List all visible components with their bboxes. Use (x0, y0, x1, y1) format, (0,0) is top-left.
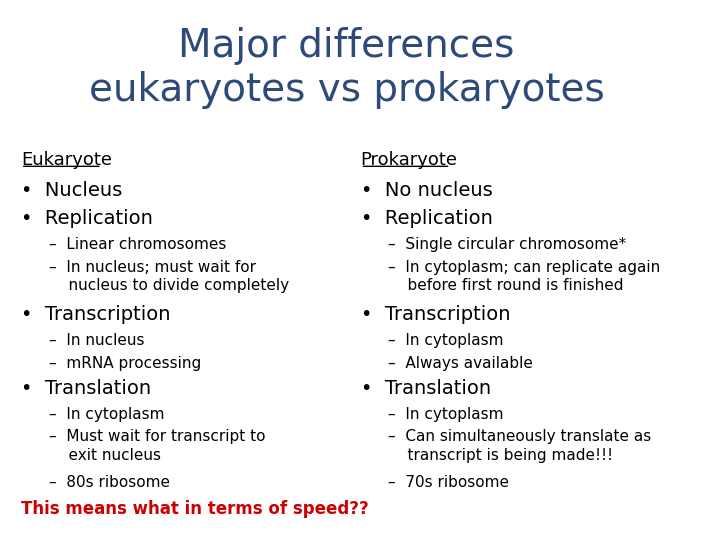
Text: –  70s ribosome: – 70s ribosome (388, 475, 509, 490)
Text: –  Can simultaneously translate as
    transcript is being made!!!: – Can simultaneously translate as transc… (388, 429, 652, 463)
Text: –  In nucleus; must wait for
    nucleus to divide completely: – In nucleus; must wait for nucleus to d… (48, 260, 289, 293)
Text: –  Linear chromosomes: – Linear chromosomes (48, 237, 226, 252)
Text: •  Replication: • Replication (361, 209, 492, 228)
Text: •  Translation: • Translation (361, 379, 490, 397)
Text: •  Transcription: • Transcription (361, 305, 510, 324)
Text: •  Translation: • Translation (21, 379, 151, 397)
Text: –  Always available: – Always available (388, 356, 533, 371)
Text: –  In cytoplasm; can replicate again
    before first round is finished: – In cytoplasm; can replicate again befo… (388, 260, 660, 293)
Text: •  Nucleus: • Nucleus (21, 181, 122, 200)
Text: –  In nucleus: – In nucleus (48, 333, 144, 348)
Text: –  80s ribosome: – 80s ribosome (48, 475, 169, 490)
Text: –  Single circular chromosome*: – Single circular chromosome* (388, 237, 626, 252)
Text: •  Replication: • Replication (21, 209, 153, 228)
Text: –  In cytoplasm: – In cytoplasm (388, 333, 504, 348)
Text: Eukaryote: Eukaryote (21, 151, 112, 169)
Text: –  Must wait for transcript to
    exit nucleus: – Must wait for transcript to exit nucle… (48, 429, 265, 463)
Text: –  In cytoplasm: – In cytoplasm (388, 407, 504, 422)
Text: •  Transcription: • Transcription (21, 305, 171, 324)
Text: –  In cytoplasm: – In cytoplasm (48, 407, 164, 422)
Text: This means what in terms of speed??: This means what in terms of speed?? (21, 501, 369, 518)
Text: –  mRNA processing: – mRNA processing (48, 356, 201, 371)
Text: Prokaryote: Prokaryote (361, 151, 457, 169)
Text: •  No nucleus: • No nucleus (361, 181, 492, 200)
Text: Major differences
eukaryotes vs prokaryotes: Major differences eukaryotes vs prokaryo… (89, 27, 605, 109)
